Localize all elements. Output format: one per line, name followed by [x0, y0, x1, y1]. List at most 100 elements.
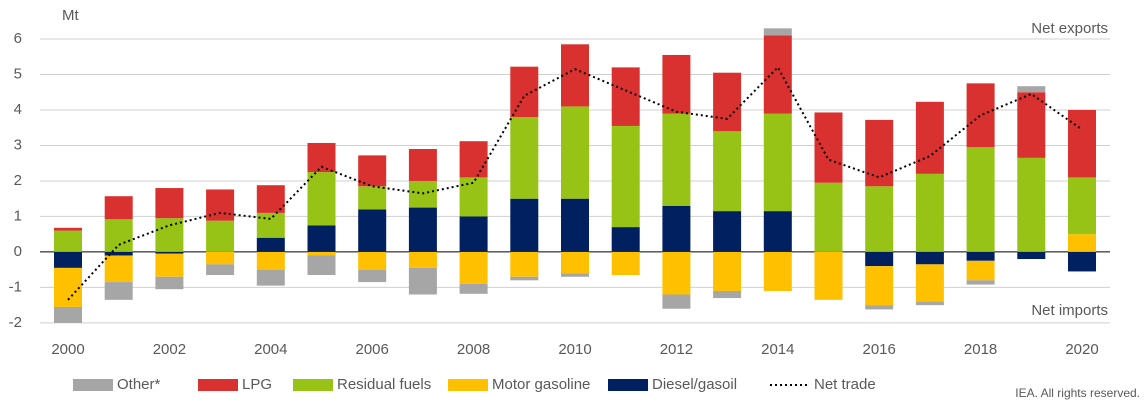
bar — [611, 125, 640, 228]
y-tick-label: 4 — [14, 101, 22, 118]
bar — [1068, 177, 1096, 235]
bar — [763, 211, 792, 252]
x-tick-label: 2010 — [558, 341, 591, 358]
bar — [1068, 109, 1096, 178]
bar — [763, 28, 792, 36]
y-axis-label: Mt — [62, 7, 79, 24]
bar — [713, 72, 742, 132]
annotation: Net exports — [1031, 20, 1108, 37]
bar — [54, 251, 82, 268]
bar — [459, 216, 488, 252]
bar — [54, 306, 82, 323]
bar — [561, 44, 589, 107]
bar — [713, 131, 742, 212]
bar — [358, 269, 387, 283]
bar — [713, 290, 742, 299]
bar — [1017, 251, 1046, 260]
bar — [1017, 157, 1046, 252]
legend-label: Residual fuels — [337, 376, 431, 393]
bar — [611, 67, 640, 126]
bar — [510, 251, 539, 277]
net-trade-line — [67, 65, 1083, 301]
x-tick-label: 2014 — [761, 341, 794, 358]
bar — [104, 219, 133, 252]
bar — [966, 260, 995, 281]
x-tick-label: 2004 — [254, 341, 287, 358]
bar — [54, 230, 82, 252]
bar — [155, 188, 184, 219]
bar — [358, 186, 387, 210]
x-tick-label: 2008 — [457, 341, 490, 358]
bar — [865, 305, 894, 310]
bar — [54, 227, 82, 231]
bar — [1068, 251, 1096, 272]
bar — [459, 177, 488, 217]
bar — [662, 205, 691, 252]
bar — [611, 251, 640, 275]
bar — [966, 147, 995, 252]
bar — [611, 227, 640, 252]
bar — [1017, 92, 1046, 158]
bar — [814, 251, 843, 300]
legend-label: LPG — [242, 376, 272, 393]
bar — [915, 264, 944, 302]
x-tick-label: 2006 — [356, 341, 389, 358]
x-tick-label: 2020 — [1065, 341, 1098, 358]
bar — [256, 212, 285, 238]
x-tick-label: 2002 — [153, 341, 186, 358]
legend-swatch — [608, 379, 648, 391]
bar — [865, 251, 894, 267]
y-tick-label: 5 — [14, 65, 22, 82]
bar — [561, 106, 589, 199]
bar — [155, 218, 184, 252]
bar — [206, 220, 235, 252]
credit: IEA. All rights reserved. — [1015, 386, 1140, 400]
y-tick-label: -1 — [9, 278, 22, 295]
y-tick-label: 2 — [14, 172, 22, 189]
bar — [561, 198, 589, 252]
bar — [104, 196, 133, 220]
bar — [814, 182, 843, 252]
bar — [104, 251, 133, 256]
bar — [814, 112, 843, 183]
x-tick-label: 2018 — [964, 341, 997, 358]
y-tick-label: 3 — [14, 136, 22, 153]
bar — [358, 251, 387, 270]
bar — [713, 251, 742, 291]
legend-label: Net trade — [814, 376, 876, 393]
bar — [763, 251, 792, 291]
bar — [104, 282, 133, 300]
bar — [510, 276, 539, 281]
bar — [915, 301, 944, 306]
bar — [966, 83, 995, 148]
x-tick-label: 2016 — [863, 341, 896, 358]
legend-swatch — [198, 379, 238, 391]
annotation: Net imports — [1031, 302, 1108, 319]
bar — [459, 251, 488, 284]
bar — [256, 269, 285, 286]
bar — [510, 117, 539, 199]
bar — [865, 266, 894, 306]
bar — [1068, 234, 1096, 252]
bar — [358, 155, 387, 187]
bar — [307, 225, 336, 252]
y-tick-label: -2 — [9, 314, 22, 331]
bar — [662, 113, 691, 206]
bar — [54, 267, 82, 307]
bar — [155, 251, 184, 254]
bar — [206, 251, 235, 265]
bar — [510, 66, 539, 118]
bar — [256, 237, 285, 252]
bar — [662, 294, 691, 309]
bar — [865, 186, 894, 252]
bar — [408, 267, 437, 295]
legend-label: Motor gasoline — [492, 376, 590, 393]
bar — [510, 198, 539, 252]
legend-label: Other* — [117, 376, 161, 393]
bar — [561, 251, 589, 274]
bar — [155, 276, 184, 290]
bar — [763, 35, 792, 114]
legend-swatch — [73, 379, 113, 391]
bar — [408, 149, 437, 181]
bar — [206, 264, 235, 275]
